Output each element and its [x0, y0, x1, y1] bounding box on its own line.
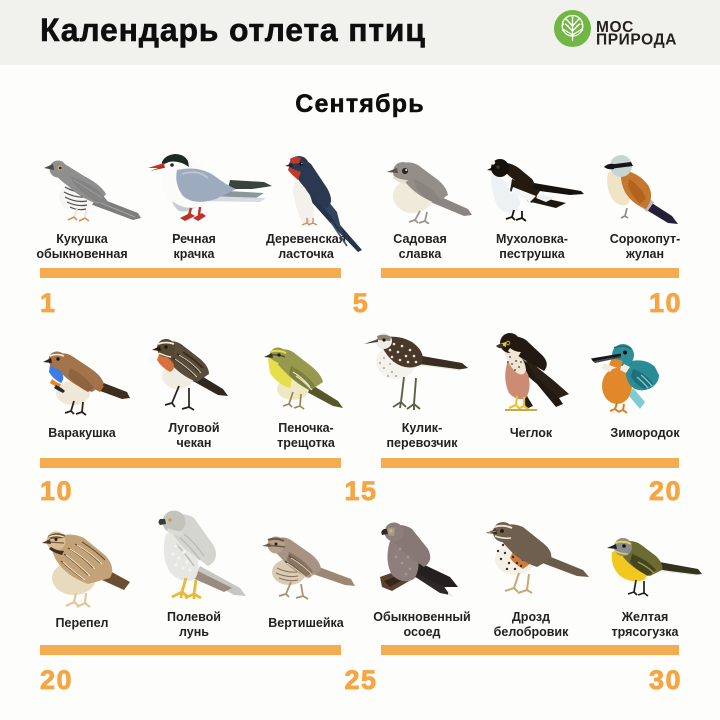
svg-text:МОС: МОС — [596, 19, 634, 36]
svg-text:ПРИРОДА: ПРИРОДА — [596, 32, 677, 49]
